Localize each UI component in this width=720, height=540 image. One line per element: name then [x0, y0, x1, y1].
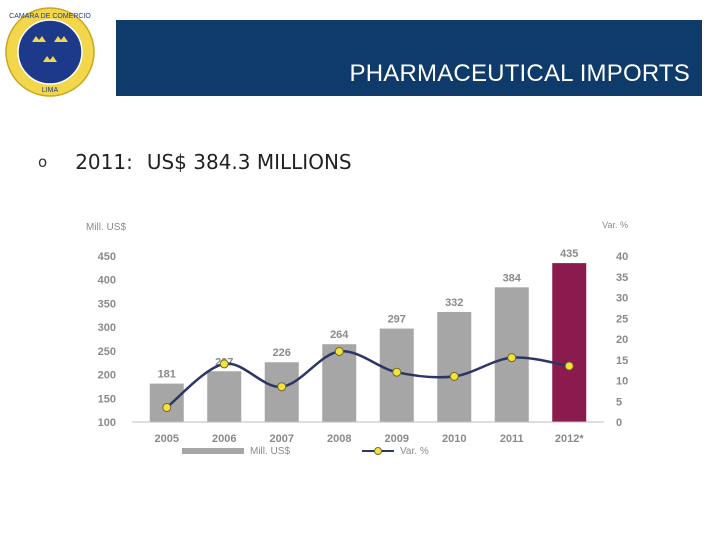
- bar-value-label: 332: [445, 297, 463, 309]
- variation-point: [277, 382, 287, 392]
- variation-point: [392, 367, 402, 377]
- bar-2006: [207, 371, 242, 422]
- bar-2005: [149, 383, 184, 422]
- bullet-label: 2011:: [75, 150, 133, 174]
- imports-chart: Mill. US$ Var. % 100 150 200 250 300 350 400 450 0…: [86, 220, 628, 457]
- logo-text-bottom: LIMA: [42, 87, 59, 94]
- y2-tick-label: 30: [616, 293, 628, 305]
- x-tick-label: 2011: [500, 433, 524, 445]
- y2-tick-label: 40: [616, 251, 628, 263]
- y-tick-label: 350: [98, 298, 116, 310]
- camara-logo: CAMARA DE COMERCIO LIMA: [5, 7, 95, 97]
- bullet-value: US$ 384.3 MILLIONS: [146, 150, 352, 174]
- bar-value-label: 264: [330, 329, 349, 341]
- x-tick-label: 2012*: [555, 433, 584, 445]
- x-tick-label: 2006: [212, 433, 236, 445]
- page-title: PHARMACEUTICAL IMPORTS: [349, 60, 690, 87]
- bar-value-label: 297: [388, 314, 406, 326]
- x-tick-label: 2008: [327, 433, 351, 445]
- y2-tick-label: 25: [616, 313, 628, 325]
- bar-value-label: 384: [503, 272, 522, 284]
- variation-point: [564, 361, 574, 371]
- y-tick-label: 300: [98, 322, 116, 334]
- y2-tick-label: 15: [616, 355, 628, 367]
- bar-value-label: 435: [560, 248, 578, 260]
- y-tick-label: 200: [98, 370, 116, 382]
- legend-swatch-marker: [374, 447, 382, 455]
- y-axis-title: Mill. US$: [86, 222, 126, 233]
- y2-tick-label: 20: [616, 334, 628, 346]
- legend-label-bars: Mill. US$: [250, 446, 290, 457]
- y-tick-label: 400: [98, 275, 116, 287]
- legend-swatch-bars: [182, 448, 244, 454]
- bullet-marker: o: [38, 153, 48, 171]
- bullet-item: o 2011: US$ 384.3 MILLIONS: [38, 146, 352, 178]
- logo-text-top: CAMARA DE COMERCIO: [9, 13, 91, 20]
- variation-point: [449, 371, 459, 381]
- y-tick-label: 100: [98, 417, 116, 429]
- variation-point: [162, 402, 172, 412]
- variation-point: [507, 353, 517, 363]
- bar-2010: [437, 311, 472, 422]
- y-tick-label: 150: [98, 393, 116, 405]
- bar-2012*: [552, 263, 587, 422]
- y2-tick-label: 5: [616, 396, 622, 408]
- bar-2007: [264, 362, 299, 422]
- legend-label-line: Var. %: [400, 446, 429, 457]
- y2-tick-label: 0: [616, 417, 622, 429]
- x-tick-label: 2007: [270, 433, 294, 445]
- title-bar: PHARMACEUTICAL IMPORTS: [116, 20, 702, 96]
- bar-value-label: 226: [273, 347, 291, 359]
- x-tick-label: 2010: [442, 433, 466, 445]
- variation-point: [334, 346, 344, 356]
- y2-axis-title: Var. %: [602, 220, 628, 230]
- y2-tick-label: 35: [616, 272, 628, 284]
- x-tick-label: 2009: [385, 433, 409, 445]
- x-tick-label: 2005: [155, 433, 179, 445]
- y-tick-label: 450: [98, 251, 116, 263]
- bar-value-label: 181: [158, 369, 176, 381]
- variation-point: [219, 359, 229, 369]
- y-tick-label: 250: [98, 346, 116, 358]
- y2-tick-label: 10: [616, 376, 628, 388]
